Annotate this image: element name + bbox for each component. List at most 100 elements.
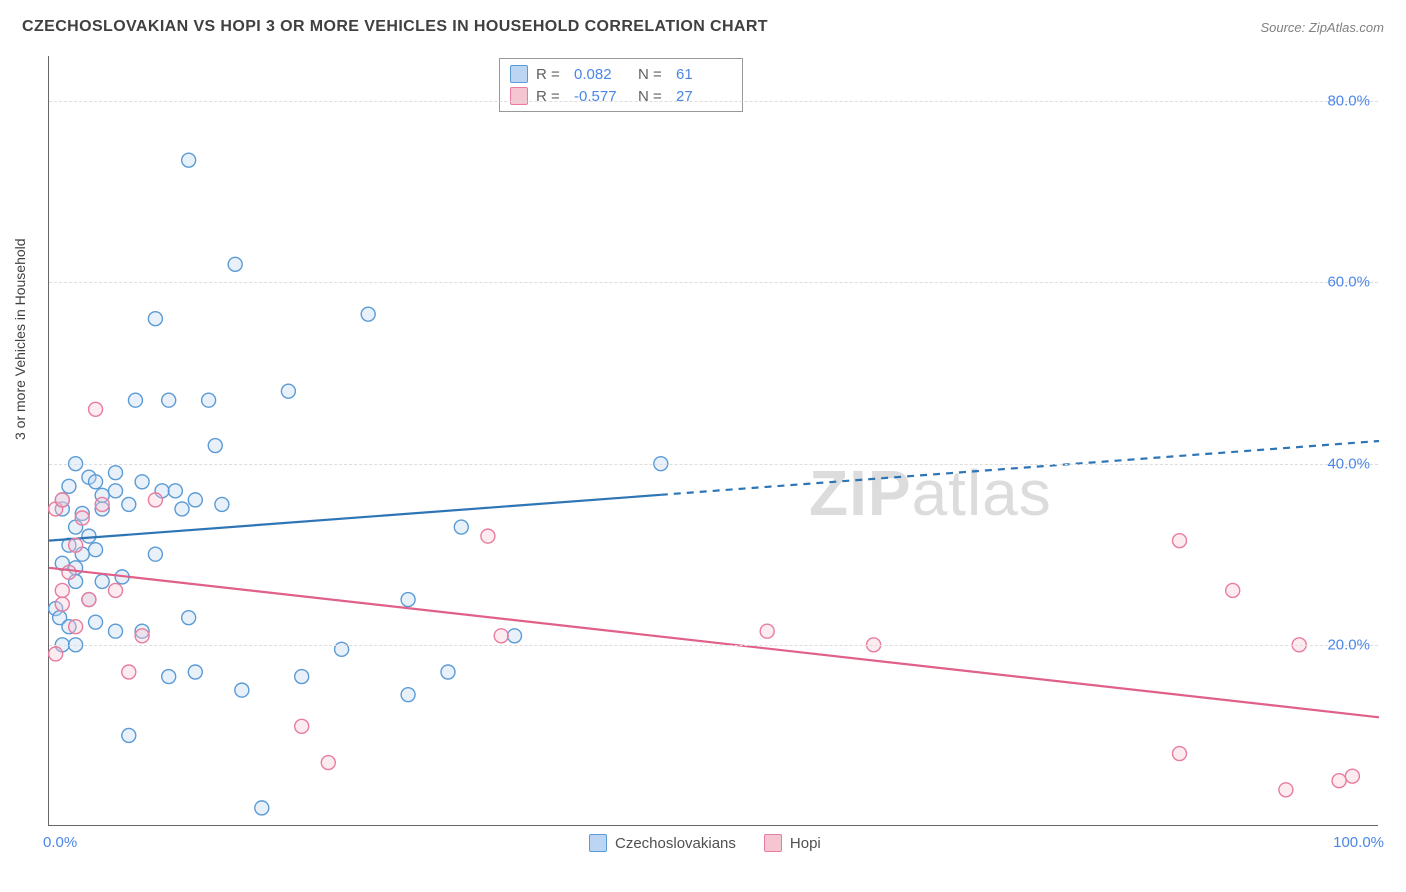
scatter-point bbox=[55, 583, 69, 597]
scatter-point bbox=[1226, 583, 1240, 597]
chart-svg bbox=[49, 56, 1378, 825]
scatter-point bbox=[148, 312, 162, 326]
legend-series: Czechoslovakians Hopi bbox=[589, 834, 821, 852]
chart-title: CZECHOSLOVAKIAN VS HOPI 3 OR MORE VEHICL… bbox=[22, 18, 768, 36]
scatter-point bbox=[454, 520, 468, 534]
legend-series-label: Czechoslovakians bbox=[615, 835, 736, 852]
scatter-point bbox=[188, 665, 202, 679]
trend-line bbox=[49, 568, 1379, 717]
scatter-point bbox=[55, 597, 69, 611]
source-attribution: Source: ZipAtlas.com bbox=[1260, 20, 1384, 35]
scatter-point bbox=[69, 620, 83, 634]
legend-r-label: R = bbox=[536, 66, 566, 83]
title-bar: CZECHOSLOVAKIAN VS HOPI 3 OR MORE VEHICL… bbox=[22, 18, 1384, 36]
scatter-point bbox=[175, 502, 189, 516]
scatter-point bbox=[109, 466, 123, 480]
scatter-point bbox=[162, 393, 176, 407]
scatter-point bbox=[182, 611, 196, 625]
scatter-point bbox=[760, 624, 774, 638]
source-name: ZipAtlas.com bbox=[1309, 20, 1384, 35]
scatter-point bbox=[202, 393, 216, 407]
scatter-point bbox=[162, 670, 176, 684]
legend-series-item: Hopi bbox=[764, 834, 821, 852]
scatter-point bbox=[128, 393, 142, 407]
scatter-point bbox=[62, 479, 76, 493]
scatter-point bbox=[208, 439, 222, 453]
scatter-point bbox=[188, 493, 202, 507]
scatter-point bbox=[321, 756, 335, 770]
legend-series-item: Czechoslovakians bbox=[589, 834, 736, 852]
scatter-point bbox=[295, 670, 309, 684]
y-tick-label: 20.0% bbox=[1327, 636, 1370, 653]
legend-r-value: 0.082 bbox=[574, 66, 630, 83]
scatter-point bbox=[95, 574, 109, 588]
scatter-point bbox=[89, 475, 103, 489]
scatter-point bbox=[401, 688, 415, 702]
legend-correlation-row: R = 0.082 N = 61 bbox=[510, 63, 732, 85]
scatter-point bbox=[281, 384, 295, 398]
scatter-point bbox=[1279, 783, 1293, 797]
y-tick-label: 60.0% bbox=[1327, 274, 1370, 291]
y-axis-label: 3 or more Vehicles in Household bbox=[12, 238, 28, 440]
legend-swatch bbox=[764, 834, 782, 852]
scatter-point bbox=[89, 615, 103, 629]
trend-line-extrapolated bbox=[661, 441, 1379, 495]
gridline bbox=[49, 645, 1378, 646]
scatter-point bbox=[401, 593, 415, 607]
scatter-point bbox=[148, 493, 162, 507]
y-tick-label: 80.0% bbox=[1327, 93, 1370, 110]
scatter-point bbox=[122, 665, 136, 679]
scatter-point bbox=[1173, 747, 1187, 761]
scatter-point bbox=[215, 497, 229, 511]
legend-correlation-row: R =-0.577N =27 bbox=[510, 85, 732, 107]
scatter-point bbox=[235, 683, 249, 697]
gridline bbox=[49, 282, 1378, 283]
y-tick-label: 40.0% bbox=[1327, 455, 1370, 472]
scatter-point bbox=[109, 484, 123, 498]
scatter-point bbox=[89, 543, 103, 557]
scatter-point bbox=[148, 547, 162, 561]
scatter-point bbox=[1332, 774, 1346, 788]
scatter-point bbox=[295, 719, 309, 733]
scatter-point bbox=[1345, 769, 1359, 783]
gridline bbox=[49, 101, 1378, 102]
scatter-point bbox=[122, 497, 136, 511]
scatter-point bbox=[481, 529, 495, 543]
scatter-point bbox=[62, 565, 76, 579]
scatter-point bbox=[182, 153, 196, 167]
scatter-point bbox=[55, 493, 69, 507]
legend-series-label: Hopi bbox=[790, 835, 821, 852]
scatter-point bbox=[82, 529, 96, 543]
scatter-point bbox=[109, 583, 123, 597]
scatter-point bbox=[228, 257, 242, 271]
legend-swatch bbox=[589, 834, 607, 852]
scatter-point bbox=[168, 484, 182, 498]
legend-swatch bbox=[510, 87, 528, 105]
scatter-point bbox=[494, 629, 508, 643]
gridline bbox=[49, 464, 1378, 465]
x-tick-min: 0.0% bbox=[43, 834, 77, 851]
legend-n-value: 61 bbox=[676, 66, 732, 83]
legend-swatch bbox=[510, 65, 528, 83]
trend-line bbox=[49, 495, 661, 541]
x-tick-max: 100.0% bbox=[1333, 834, 1384, 851]
scatter-point bbox=[255, 801, 269, 815]
scatter-point bbox=[135, 629, 149, 643]
scatter-point bbox=[89, 402, 103, 416]
legend-correlation: R = 0.082 N = 61 R =-0.577N =27 bbox=[499, 58, 743, 112]
scatter-point bbox=[109, 624, 123, 638]
scatter-point bbox=[441, 665, 455, 679]
scatter-point bbox=[1173, 534, 1187, 548]
scatter-point bbox=[361, 307, 375, 321]
scatter-point bbox=[122, 728, 136, 742]
scatter-point bbox=[135, 475, 149, 489]
legend-n-label: N = bbox=[638, 66, 668, 83]
scatter-point bbox=[508, 629, 522, 643]
source-prefix: Source: bbox=[1260, 20, 1308, 35]
scatter-point bbox=[95, 497, 109, 511]
plot-area: ZIPatlas R =0.082N =61R =-0.577N =27 0.0… bbox=[48, 56, 1378, 826]
scatter-point bbox=[82, 593, 96, 607]
scatter-point bbox=[69, 538, 83, 552]
scatter-point bbox=[75, 511, 89, 525]
scatter-point bbox=[49, 647, 63, 661]
